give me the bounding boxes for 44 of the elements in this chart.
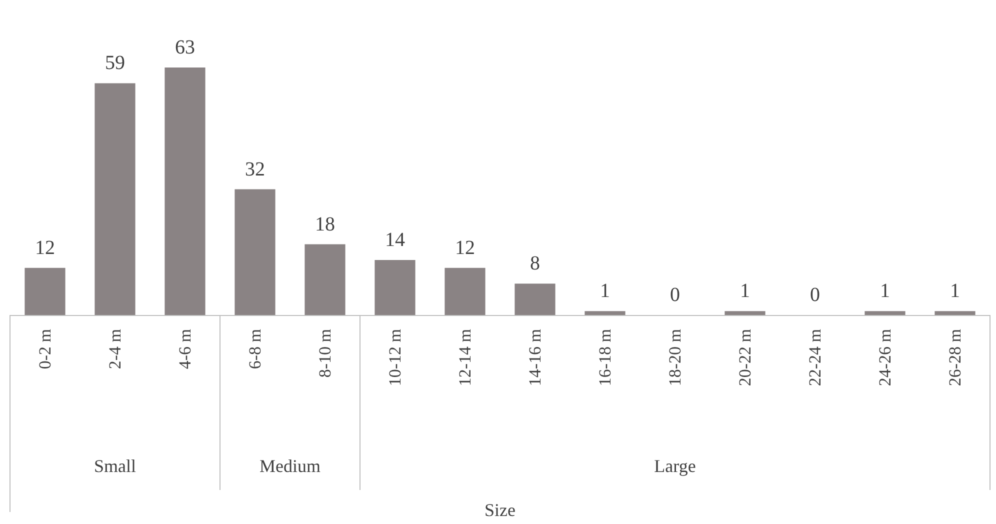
data-label: 12 bbox=[455, 236, 475, 259]
bar bbox=[724, 311, 766, 315]
bar bbox=[514, 284, 556, 315]
text: Size bbox=[484, 500, 516, 520]
bar bbox=[304, 244, 346, 315]
text: Medium bbox=[260, 456, 320, 476]
data-label: 32 bbox=[245, 158, 265, 180]
data-label: 1 bbox=[880, 280, 890, 302]
x-tick-label: 20-22 m bbox=[736, 329, 754, 386]
data-label: 12 bbox=[35, 236, 55, 259]
bar bbox=[94, 83, 136, 315]
x-tick-label: 18-20 m bbox=[666, 329, 684, 386]
x-tick-label: 12-14 m bbox=[456, 329, 474, 386]
x-tick-label: 0-2 m bbox=[36, 329, 54, 370]
x-tick-label: 26-28 m bbox=[946, 329, 964, 386]
x-tick-label: 10-12 m bbox=[386, 329, 404, 386]
bar bbox=[934, 311, 976, 315]
data-label: 0 bbox=[670, 284, 680, 306]
x-tick-label: 14-16 m bbox=[526, 329, 544, 386]
data-label: 59 bbox=[105, 52, 125, 74]
x-tick-label: 2-4 m bbox=[106, 329, 124, 370]
x-tick-label: 16-18 m bbox=[596, 329, 614, 386]
x-tick-label: 4-6 m bbox=[176, 329, 194, 370]
bar bbox=[234, 189, 276, 315]
bar bbox=[444, 268, 486, 315]
text: Large bbox=[654, 456, 696, 476]
data-label: 1 bbox=[740, 280, 750, 302]
bar bbox=[164, 68, 206, 315]
bar bbox=[24, 268, 66, 315]
bar bbox=[584, 311, 626, 315]
bar bbox=[864, 311, 906, 315]
x-tick-label: 6-8 m bbox=[246, 329, 264, 370]
data-label: 18 bbox=[315, 213, 335, 236]
data-label: 8 bbox=[530, 252, 540, 275]
data-label: 14 bbox=[385, 229, 405, 251]
bar bbox=[374, 260, 416, 315]
x-tick-label: 8-10 m bbox=[316, 329, 334, 378]
data-label: 0 bbox=[810, 284, 820, 306]
data-label: 63 bbox=[175, 36, 195, 58]
data-label: 1 bbox=[600, 280, 610, 302]
data-label: 1 bbox=[950, 280, 960, 302]
text: Small bbox=[94, 456, 136, 476]
x-tick-label: 24-26 m bbox=[876, 329, 894, 386]
x-tick-label: 22-24 m bbox=[806, 329, 824, 386]
